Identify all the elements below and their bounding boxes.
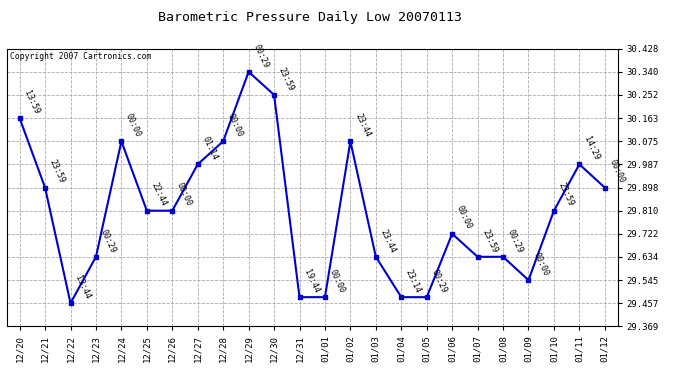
Text: 23:44: 23:44 bbox=[353, 112, 372, 138]
Text: 01:14: 01:14 bbox=[201, 135, 219, 162]
Text: 23:59: 23:59 bbox=[48, 158, 66, 185]
Text: 13:59: 13:59 bbox=[22, 89, 41, 116]
Text: Barometric Pressure Daily Low 20070113: Barometric Pressure Daily Low 20070113 bbox=[159, 11, 462, 24]
Text: 23:59: 23:59 bbox=[277, 66, 295, 92]
Text: 14:29: 14:29 bbox=[582, 135, 601, 162]
Text: 00:00: 00:00 bbox=[175, 182, 194, 208]
Text: 00:29: 00:29 bbox=[506, 228, 524, 254]
Text: 00:00: 00:00 bbox=[226, 112, 245, 138]
Text: 23:59: 23:59 bbox=[557, 182, 575, 208]
Text: 00:00: 00:00 bbox=[608, 158, 627, 185]
Text: 19:44: 19:44 bbox=[302, 268, 321, 294]
Text: Copyright 2007 Cartronics.com: Copyright 2007 Cartronics.com bbox=[10, 51, 151, 60]
Text: 13:44: 13:44 bbox=[73, 274, 92, 300]
Text: 00:00: 00:00 bbox=[328, 268, 346, 294]
Text: 22:44: 22:44 bbox=[150, 182, 168, 208]
Text: 00:00: 00:00 bbox=[531, 251, 550, 278]
Text: 23:14: 23:14 bbox=[404, 268, 423, 294]
Text: 00:00: 00:00 bbox=[124, 112, 143, 138]
Text: 00:00: 00:00 bbox=[455, 204, 473, 231]
Text: 23:59: 23:59 bbox=[480, 228, 499, 254]
Text: 23:44: 23:44 bbox=[379, 228, 397, 254]
Text: 00:29: 00:29 bbox=[251, 43, 270, 69]
Text: 00:29: 00:29 bbox=[99, 228, 117, 254]
Text: 00:29: 00:29 bbox=[429, 268, 448, 294]
